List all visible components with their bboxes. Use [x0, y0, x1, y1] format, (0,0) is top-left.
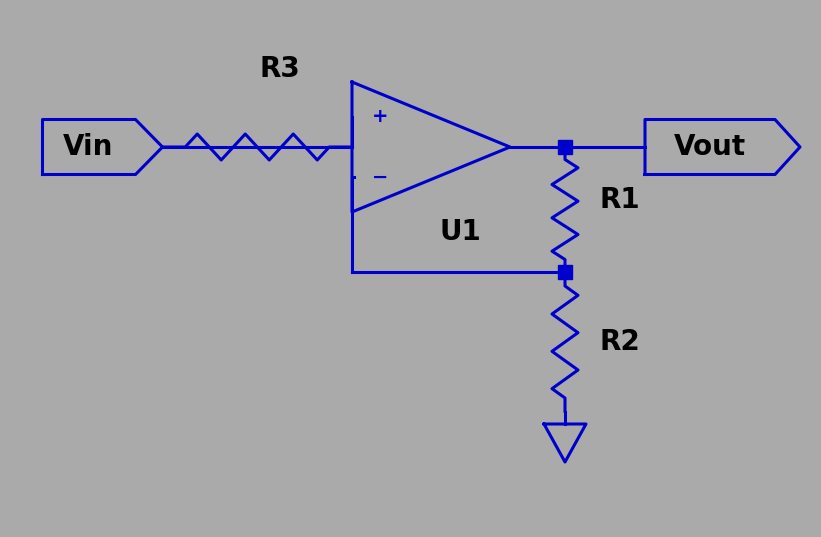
Text: −: − [372, 168, 388, 186]
Text: R1: R1 [600, 185, 640, 214]
Text: +: + [372, 107, 388, 127]
Text: R2: R2 [600, 328, 640, 356]
Text: U1: U1 [439, 218, 481, 246]
Text: R3: R3 [259, 55, 300, 83]
Text: Vin: Vin [63, 133, 113, 161]
Text: Vout: Vout [674, 133, 746, 161]
